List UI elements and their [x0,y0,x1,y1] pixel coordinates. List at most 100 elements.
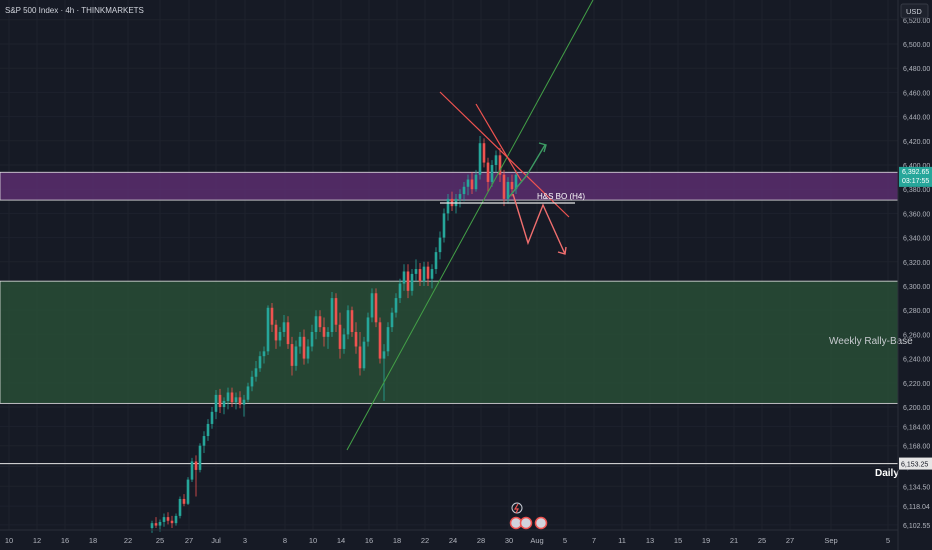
drawings [346,0,594,451]
h4-resistance-zone[interactable] [0,171,899,201]
candle-body [342,334,346,349]
currency-badge[interactable] [900,3,929,19]
symbol-title: S&P 500 Index · 4h · THINKMARKETS [5,6,144,15]
candle-body [278,331,282,341]
current-price-tag [899,166,932,187]
candle-body [366,317,370,342]
candle-body [506,181,510,199]
time-tick-label: 21 [730,536,738,545]
candle-body [478,143,482,175]
candle-body [338,324,342,349]
candle-body [390,312,394,328]
time-tick-label: Aug [530,536,543,545]
candle-body [434,252,438,270]
candle-body [182,498,186,504]
candle-body [190,461,194,480]
time-tick-label: 18 [393,536,401,545]
time-axis[interactable]: 10 12 16 18 22 25 27 Jul 3 8 10 14 16 18 22 24 28 30 Aug 5 7… [5,536,890,545]
time-tick-label: 10 [309,536,317,545]
weekly-rally-base-zone[interactable] [0,280,899,404]
time-tick-label: 30 [505,536,513,545]
candle-body [318,316,322,328]
candle-body [330,298,334,332]
descending-trendline-2 [475,103,523,183]
candle-body [290,344,294,366]
candle-body [270,307,274,325]
price-tick-label: 6,220.00 [903,381,930,388]
candle-body [186,479,190,504]
candle-body [482,143,486,163]
price-tick-label: 6,134.50 [903,484,930,491]
price-tick-label: 6,480.00 [903,66,930,73]
price-tick-label: 6,260.00 [903,332,930,339]
time-tick-label: 3 [243,536,247,545]
candle-body [162,517,166,522]
candle-body [326,331,330,337]
candle-body [230,392,234,403]
candle-body [334,298,338,325]
price-tick-label: 6,500.00 [903,42,930,49]
time-tick-label: 18 [89,536,97,545]
candle-body [394,298,398,313]
time-tick-label: 15 [674,536,682,545]
time-tick-label: 22 [124,536,132,545]
candle-body [458,194,462,199]
daily-price: 6,153.25 [901,462,928,469]
candle-body [354,331,358,347]
weekly-rally-base-label: Weekly Rally-Base [829,336,913,347]
time-tick-label: Sep [824,536,837,545]
time-tick-label: 24 [449,536,457,545]
time-tick-label: 16 [61,536,69,545]
candle-body [310,331,314,347]
time-tick-label: 28 [477,536,485,545]
candle-body [274,324,278,341]
candle-body [422,266,426,282]
hs-bo-label: H&S BO (H4) [537,192,585,201]
candle-body [414,269,418,274]
candle-body [178,498,182,516]
price-tick-label: 6,440.00 [903,115,930,122]
price-tick-label: 6,420.00 [903,139,930,146]
candle-body [442,213,446,238]
economic-event-icon-3[interactable] [534,516,548,530]
candle-body [418,269,422,282]
uptrend-line [346,0,594,451]
price-tick-label: 6,460.00 [903,90,930,97]
candle-body [438,237,442,253]
bar-countdown: 03:17:55 [902,178,929,185]
candle-body [282,322,286,332]
price-tick-label: 6,380.00 [903,187,930,194]
candle-body [514,174,518,190]
candle-body [406,271,410,291]
time-tick-label: 5 [563,536,567,545]
candle-body [446,198,450,214]
time-tick-label: 12 [33,536,41,545]
candle-body [426,266,430,279]
candle-body [494,155,498,165]
events [509,502,548,530]
candle-body [154,523,158,526]
candle-body [362,341,366,369]
bullish-arrowhead [538,142,547,153]
time-tick-label: 16 [365,536,373,545]
candle-body [286,322,290,345]
candle-body [258,356,262,369]
lightning-icon[interactable] [511,502,523,514]
candle-body [222,400,226,407]
current-price: 6,392.65 [902,169,929,176]
candle-body [150,523,154,528]
candle-body [298,336,302,347]
candle-body [218,394,222,407]
price-tick-label: 6,340.00 [903,236,930,243]
candle-body [470,179,474,190]
descending-trendline-1 [439,91,570,218]
economic-event-icon-2[interactable] [519,516,533,530]
daily-label: Daily [875,468,899,479]
time-tick-label: 8 [283,536,287,545]
price-tick-label: 6,320.00 [903,260,930,267]
candle-body [206,423,210,437]
bullish-arrow [508,144,546,198]
daily-price-tag [899,457,932,470]
